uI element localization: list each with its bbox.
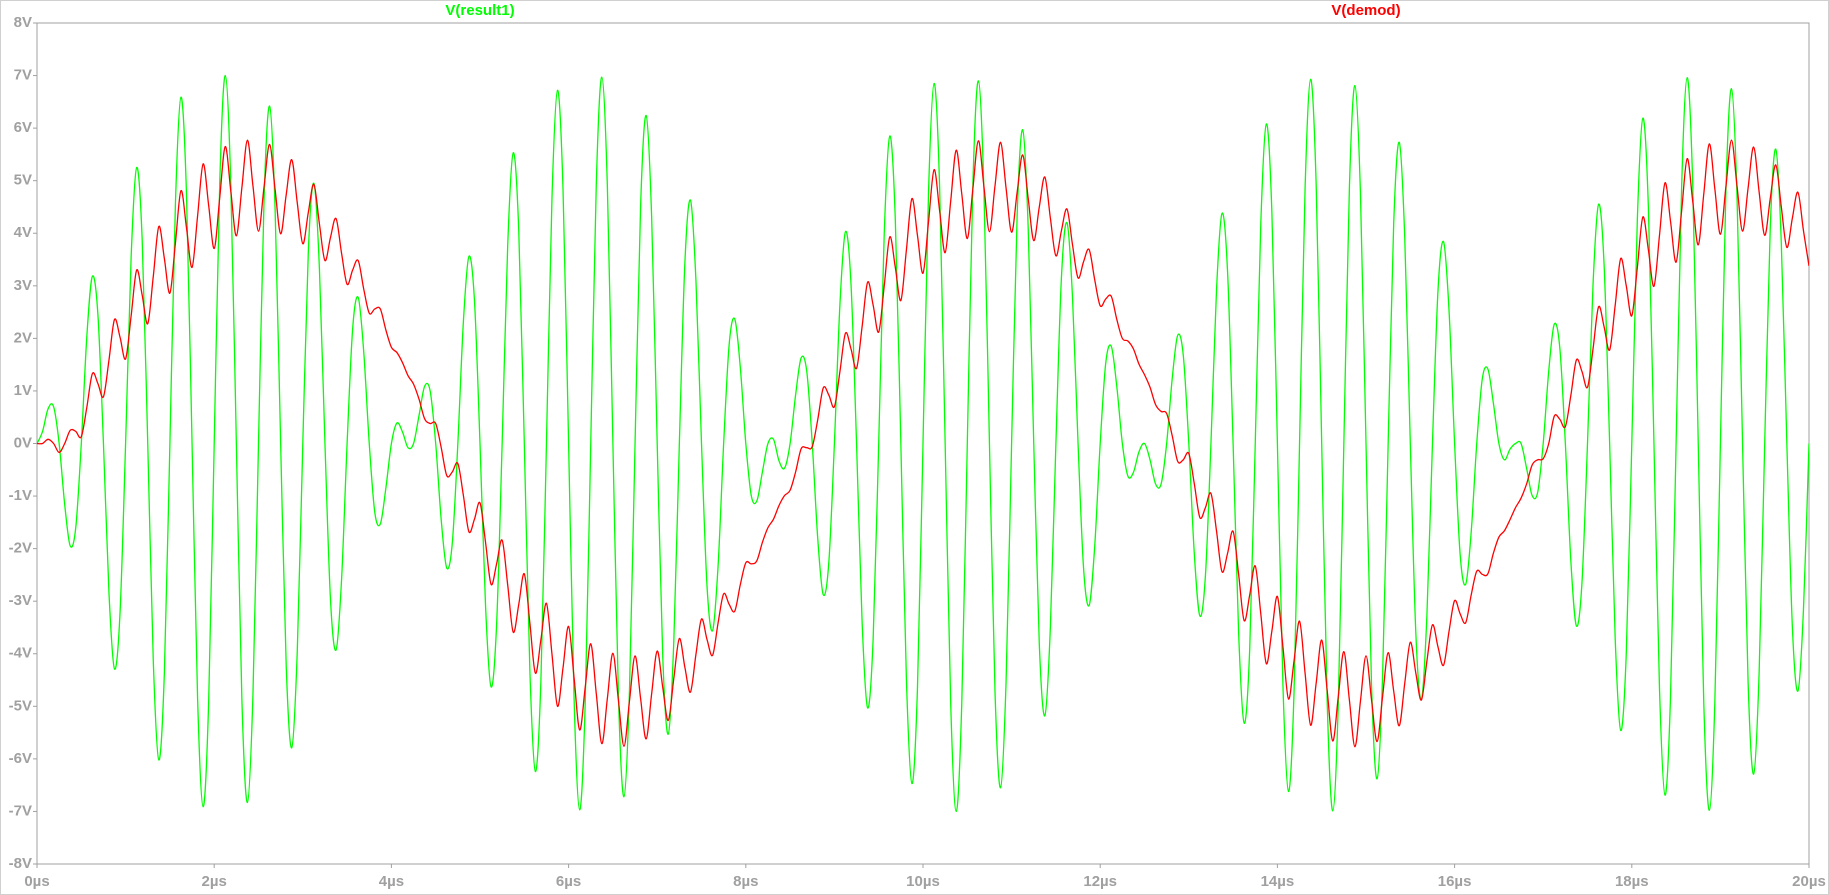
y-tick-label: 6V [14,119,32,136]
x-tick-label: 20µs [1792,873,1826,890]
x-tick-label: 0µs [24,873,49,890]
y-tick-label: -1V [9,487,32,504]
x-tick-label: 12µs [1083,873,1117,890]
legend-label: V(demod) [1331,2,1400,19]
y-tick-label: 2V [14,329,32,346]
y-tick-label: 0V [14,434,32,451]
y-tick-label: -5V [9,697,32,714]
series-line [37,139,1809,748]
x-tick-label: 14µs [1261,873,1295,890]
y-tick-label: -7V [9,802,32,819]
x-tick-label: 10µs [906,873,940,890]
y-tick-label: -3V [9,592,32,609]
x-tick-label: 2µs [202,873,227,890]
y-tick-label: 8V [14,14,32,31]
x-tick-label: 6µs [556,873,581,890]
y-tick-label: -2V [9,540,32,557]
legend: V(result1) V(demod) [445,2,1400,19]
y-tick-label: -8V [9,855,32,872]
y-tick-label: 1V [14,382,32,399]
axes: 8V 7V 6V 5V 4V 3V 2V 1V 0V -1V -2V -3V -4V -5V -6V -7V -… [9,14,1826,890]
y-tick-label: -6V [9,750,32,767]
y-tick-label: -4V [9,645,32,662]
y-tick-label: 3V [14,277,32,294]
x-tick-label: 4µs [379,873,404,890]
y-tick-label: 5V [14,172,32,189]
legend-label: V(result1) [445,2,514,19]
x-tick-label: 8µs [733,873,758,890]
y-tick-label: 7V [14,67,32,84]
x-tick-label: 18µs [1615,873,1649,890]
y-tick-label: 4V [14,224,32,241]
plot-area [37,74,1809,813]
x-tick-label: 16µs [1438,873,1472,890]
series-line [37,74,1809,813]
